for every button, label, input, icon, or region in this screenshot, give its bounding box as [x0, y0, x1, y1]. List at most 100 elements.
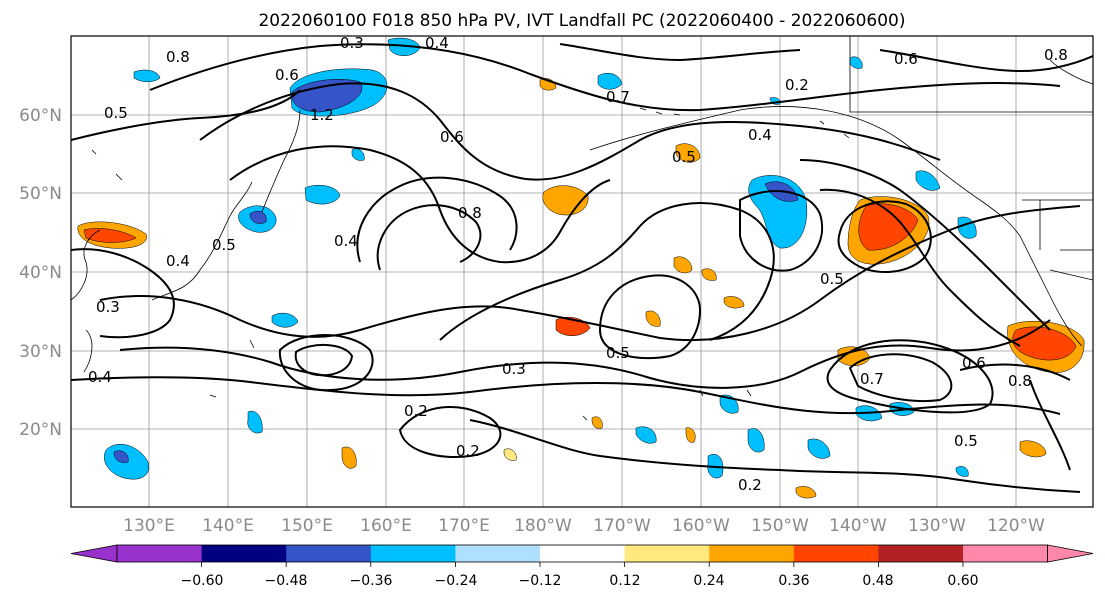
pv-contour	[439, 202, 775, 341]
contour-label: 0.5	[820, 270, 844, 288]
anomaly-negative	[271, 312, 299, 328]
lon-label: 130°W	[908, 516, 966, 536]
lat-label: 40°N	[19, 263, 62, 283]
contour-label: 0.5	[606, 344, 630, 362]
pv-contour	[799, 159, 1051, 331]
lon-label: 160°E	[360, 516, 412, 536]
contour-label: 0.8	[1044, 46, 1068, 64]
lat-label: 30°N	[19, 342, 62, 362]
pv-contour	[278, 334, 374, 392]
lon-label: 170°W	[593, 516, 651, 536]
map-frame	[70, 35, 1094, 508]
pv-contour	[149, 43, 1061, 112]
anomaly-negative-core	[249, 211, 267, 224]
lon-label: 150°E	[281, 516, 333, 536]
pv-contour	[119, 319, 1051, 389]
anomaly-positive	[675, 143, 701, 163]
colorbar-tick-label: 0.12	[609, 573, 640, 589]
contour-label: 0.4	[334, 232, 358, 250]
contour-label: 0.3	[502, 360, 526, 378]
anomaly-negative	[747, 428, 765, 453]
contour-label: 0.7	[860, 370, 884, 388]
pv-contour	[99, 205, 1081, 341]
border-canada-us	[1022, 199, 1093, 281]
colorbar-outline	[116, 544, 1048, 563]
colorbar-tick-label: −0.12	[519, 573, 562, 589]
coastline-east-asia	[71, 181, 253, 373]
contour-label: 0.3	[96, 298, 120, 316]
anomaly-negative	[351, 148, 365, 161]
anomaly-positive	[1019, 440, 1047, 458]
colorbar-tick-label: −0.48	[265, 573, 308, 589]
contour-label: 0.6	[962, 354, 986, 372]
pv-contour	[739, 190, 823, 272]
colorbar-segment	[878, 545, 964, 562]
anomaly-negative	[955, 466, 969, 477]
anomaly-negative	[915, 170, 941, 191]
colorbar-extend-min	[70, 544, 118, 563]
contour-label: 0.2	[456, 442, 480, 460]
pv-contour	[398, 406, 502, 458]
contour-label: 0.4	[88, 368, 112, 386]
lat-label: 50°N	[19, 184, 62, 204]
latitude-labels: 60°N 50°N 40°N 30°N 20°N	[19, 106, 62, 440]
colorbar-tick-label: 0.24	[693, 573, 724, 589]
anomaly-negative	[807, 438, 831, 459]
anomaly-positive	[795, 486, 817, 499]
pv-contour	[469, 419, 1081, 493]
anomaly-positive-core	[858, 203, 919, 251]
colorbar-tick-labels: −0.60 −0.48 −0.36 −0.24 −0.12 0.12 0.24 …	[181, 573, 979, 589]
pv-contour	[959, 363, 1071, 471]
contour-label: 0.4	[748, 126, 772, 144]
lat-label: 20°N	[19, 420, 62, 440]
contour-label: 0.4	[425, 34, 449, 52]
anomaly-negative	[133, 69, 161, 82]
pv-contour	[71, 89, 301, 141]
border-alaska-canada	[849, 36, 1093, 113]
pv-contour	[837, 200, 932, 273]
coastline-north-america	[1019, 59, 1093, 347]
anomaly-positive	[723, 296, 745, 309]
pv-contour	[879, 49, 1093, 73]
contour-label: 0.2	[785, 76, 809, 94]
lon-label: 130°E	[123, 516, 175, 536]
anomaly-positive	[685, 427, 696, 443]
pv-contour	[376, 204, 482, 271]
colorbar-segment	[286, 545, 372, 562]
pv-contour	[559, 43, 801, 62]
contour-label: 0.7	[606, 88, 630, 106]
map-title: 2022060100 F018 850 hPa PV, IVT Landfall…	[258, 11, 905, 31]
lon-label: 180°W	[514, 516, 572, 536]
colorbar-segments	[70, 544, 1094, 567]
colorbar-segment	[201, 545, 287, 562]
colorbar-segment	[793, 545, 879, 562]
coastline-kamchatka	[261, 109, 301, 213]
colorbar-tick-label: −0.24	[435, 573, 478, 589]
contour-label: 0.8	[166, 48, 190, 66]
pv-contour	[598, 274, 702, 360]
contour-label: 0.3	[340, 34, 364, 52]
contour-label: 0.5	[212, 236, 236, 254]
pv-contour	[356, 176, 518, 263]
colorbar-segment	[455, 545, 541, 562]
contour-label: 0.2	[404, 402, 428, 420]
colorbar-tick-label: 0.36	[778, 573, 809, 589]
contour-labels: 0.3 0.4 0.6 0.5 0.2 0.8 1.2 0.4 0.5 0.6 …	[88, 34, 1068, 494]
pv-contour	[826, 339, 994, 414]
anomaly-negative	[597, 73, 623, 90]
lon-label: 120°W	[987, 516, 1045, 536]
colorbar-extend-max	[1047, 544, 1094, 563]
contour-label: 0.2	[738, 476, 762, 494]
anomaly-negative-core	[291, 79, 362, 113]
contour-label: 1.2	[310, 106, 334, 124]
colorbar-tick-label: 0.48	[862, 573, 893, 589]
colorbar-segment	[963, 545, 1049, 562]
colorbar-tick-label: −0.36	[350, 573, 393, 589]
contour-label: 0.6	[275, 66, 299, 84]
colorbar-segment	[117, 545, 203, 562]
pv-contour	[294, 343, 354, 377]
lon-label: 170°E	[438, 516, 490, 536]
anomaly-positive	[645, 310, 661, 327]
coastline-alaska	[589, 106, 1021, 237]
